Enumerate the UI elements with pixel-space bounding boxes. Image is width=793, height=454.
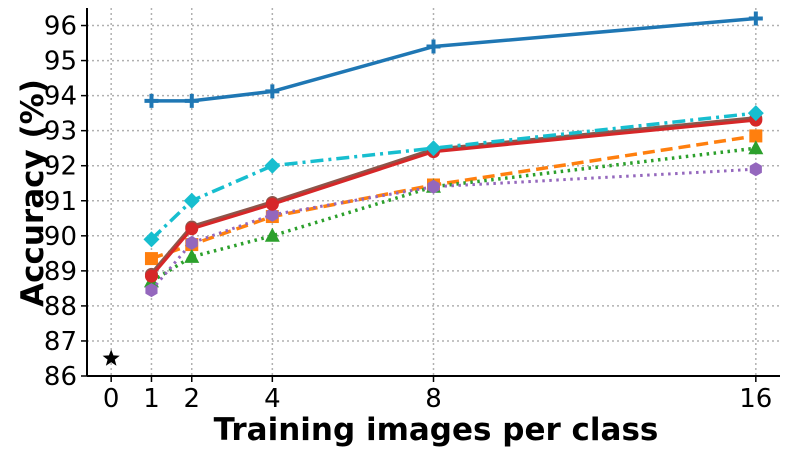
zero-shot-point xyxy=(102,349,120,366)
series-line xyxy=(150,146,757,283)
circle-marker xyxy=(185,222,199,236)
y-tick-label: 88 xyxy=(44,292,77,322)
x-tick-label: 0 xyxy=(103,384,120,414)
x-tick-label: 16 xyxy=(739,384,772,414)
circle-marker xyxy=(144,269,158,283)
series-group xyxy=(144,111,763,281)
plus-marker xyxy=(426,39,441,54)
diamond-marker xyxy=(425,140,442,157)
triangle-marker xyxy=(184,248,200,263)
x-tick-label: 1 xyxy=(143,384,160,414)
x-axis-label: Training images per class xyxy=(214,412,659,448)
y-tick-label: 93 xyxy=(44,117,77,147)
series-group xyxy=(144,11,763,108)
triangle-marker xyxy=(748,140,764,155)
triangle-marker xyxy=(264,227,280,242)
y-axis-label: Accuracy (%) xyxy=(15,79,51,307)
hexagon-marker xyxy=(266,207,279,222)
y-tick-label: 91 xyxy=(44,187,77,217)
y-tick-label: 94 xyxy=(44,82,77,112)
hexagon-marker xyxy=(427,179,440,194)
y-tick-label: 92 xyxy=(44,152,77,182)
series-line xyxy=(150,111,757,241)
y-tick-label: 89 xyxy=(44,257,77,287)
x-tick-label: 2 xyxy=(183,384,200,414)
series-group xyxy=(145,162,762,298)
plus-marker xyxy=(748,11,763,26)
plus-marker xyxy=(144,93,159,108)
y-tick-label: 86 xyxy=(44,362,77,392)
x-tick-label: 4 xyxy=(264,384,281,414)
series-layer xyxy=(102,11,764,366)
y-tick-label: 95 xyxy=(44,47,77,77)
square-marker xyxy=(749,129,763,143)
diamond-marker xyxy=(183,192,200,209)
series-group xyxy=(144,113,763,283)
diamond-marker xyxy=(747,105,764,122)
series-line xyxy=(150,118,756,278)
x-tick-label: 8 xyxy=(425,384,442,414)
circle-marker xyxy=(265,197,279,211)
y-tick-label: 96 xyxy=(44,12,77,42)
series-line xyxy=(149,116,757,276)
diamond-marker xyxy=(264,157,281,174)
plus-marker xyxy=(265,84,280,99)
hexagon-marker xyxy=(185,235,198,250)
y-tick-label: 90 xyxy=(44,222,77,252)
plus-marker xyxy=(184,93,199,108)
square-marker xyxy=(144,252,158,266)
y-tick-label: 87 xyxy=(44,327,77,357)
series-line xyxy=(151,16,756,103)
series-line xyxy=(150,167,756,292)
ticks: 0 1 2 4 8 16 86 87 88 89 90 91 92 93 94 95 96 xyxy=(44,12,772,414)
diamond-marker xyxy=(143,231,160,248)
hexagon-marker xyxy=(749,162,762,177)
series-group xyxy=(143,105,764,248)
hexagon-marker xyxy=(145,283,158,298)
series-line xyxy=(150,134,757,261)
star-marker xyxy=(102,349,120,366)
